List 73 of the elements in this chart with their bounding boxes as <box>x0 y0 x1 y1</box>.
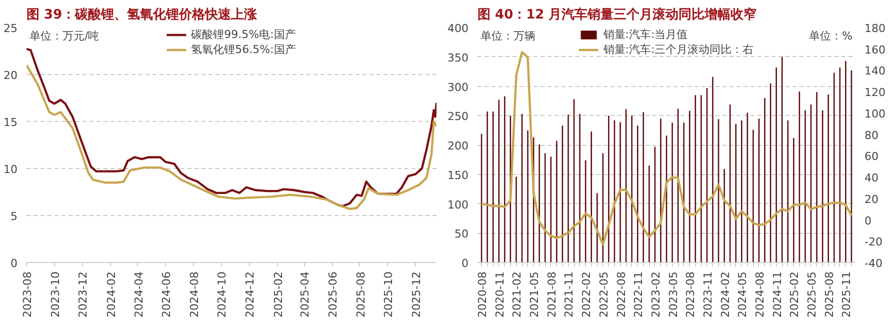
x-tick-label: 2022-08 <box>614 271 628 318</box>
x-tick-label: 2023-08 <box>21 271 34 318</box>
y2-axis-title: 单位：% <box>809 30 852 42</box>
x-tick-label: 2025-08 <box>822 271 836 318</box>
x-tick-label: 2024-02 <box>718 271 732 318</box>
y-tick-label: 350 <box>448 51 469 64</box>
x-tick-label: 2025-12 <box>410 271 424 318</box>
y-tick-label: 10 <box>4 163 18 176</box>
y2-tick-label: 20 <box>864 192 878 206</box>
y2-tick-label: 120 <box>864 86 886 100</box>
x-tick-label: 2025-06 <box>326 271 340 318</box>
x-tick-label: 2024-11 <box>770 271 784 318</box>
x-tick-label: 2023-05 <box>666 271 680 318</box>
y-tick-label: 20 <box>4 69 18 82</box>
legend-label: 碳酸锂99.5%电:国产 <box>191 27 296 42</box>
x-tick-label: 2024-05 <box>736 271 750 318</box>
y-tick-label: 5 <box>10 210 18 223</box>
x-tick-label: 2024-08 <box>753 271 766 318</box>
x-tick-label: 2025-02 <box>788 271 802 318</box>
y-tick-label: 400 <box>448 22 469 35</box>
x-tick-label: 2023-02 <box>649 271 662 318</box>
x-tick-label: 2021-05 <box>528 271 542 318</box>
chart-title: 图 40：12 月汽车销量三个月滚动同比增幅收窄 <box>478 6 757 22</box>
x-tick-label: 2021-11 <box>562 271 576 318</box>
x-tick-label: 2024-02 <box>104 271 118 318</box>
x-tick-label: 2021-02 <box>510 271 524 318</box>
y2-tick-label: 140 <box>864 64 886 78</box>
x-tick-label: 2022-02 <box>580 271 594 318</box>
x-tick-label: 2023-08 <box>684 271 698 318</box>
x-tick-label: 2025-08 <box>354 271 368 318</box>
y-axis-title: 单位：万辆 <box>480 30 536 42</box>
y2-tick-label: 180 <box>864 22 886 35</box>
y2-tick-label: 40 <box>864 172 878 185</box>
x-tick-label: 2024-12 <box>244 271 257 318</box>
x-tick-label: 2021-08 <box>545 271 558 318</box>
x-tick-label: 2025-05 <box>805 271 818 318</box>
x-tick-label: 2023-12 <box>76 271 90 318</box>
y-tick-label: 0 <box>10 257 18 270</box>
x-tick-label: 2020-08 <box>476 271 490 318</box>
x-tick-label: 2022-05 <box>597 271 610 318</box>
x-tick-label: 2024-08 <box>188 271 201 318</box>
y2-tick-label: 0 <box>864 214 872 228</box>
x-tick-label: 2022-11 <box>632 271 646 318</box>
x-tick-label: 2023-10 <box>48 271 62 318</box>
y2-tick-label: -20 <box>864 236 882 249</box>
y2-tick-label: 100 <box>864 107 886 120</box>
y2-tick-label: -40 <box>864 257 882 270</box>
y-axis-title: 单位：万元/吨 <box>30 30 100 42</box>
x-tick-label: 2025-10 <box>382 271 396 318</box>
y-tick-label: 300 <box>448 80 469 94</box>
y-tick-label: 25 <box>4 22 18 35</box>
y-tick-label: 150 <box>448 168 469 182</box>
x-tick-label: 2024-04 <box>132 271 146 318</box>
x-tick-label: 2023-11 <box>701 271 714 318</box>
chart-title: 图 39：碳酸锂、氢氧化锂价格快速上涨 <box>26 6 258 22</box>
legend-label: 销量:汽车:三个月滚动同比：右 <box>603 42 754 57</box>
legend-label: 销量:汽车:当月值 <box>603 27 688 42</box>
x-tick-label: 2025-02 <box>272 271 285 318</box>
y2-tick-label: 160 <box>864 43 886 56</box>
y-tick-label: 250 <box>448 110 469 124</box>
y-tick-label: 0 <box>462 257 468 270</box>
y-tick-label: 100 <box>448 198 469 212</box>
y2-tick-label: 60 <box>864 150 878 164</box>
legend-label: 氢氧化锂56.5%:国产 <box>191 42 296 57</box>
y-tick-label: 15 <box>4 116 18 129</box>
y-tick-label: 200 <box>448 140 469 152</box>
y-tick-label: 50 <box>454 228 469 241</box>
x-tick-label: 2025-11 <box>840 271 854 318</box>
x-tick-label: 2025-04 <box>298 271 312 318</box>
x-tick-label: 2020-11 <box>493 271 506 318</box>
x-tick-label: 2024-06 <box>160 271 174 318</box>
y2-tick-label: 80 <box>864 128 878 142</box>
x-tick-label: 2024-10 <box>216 271 229 318</box>
